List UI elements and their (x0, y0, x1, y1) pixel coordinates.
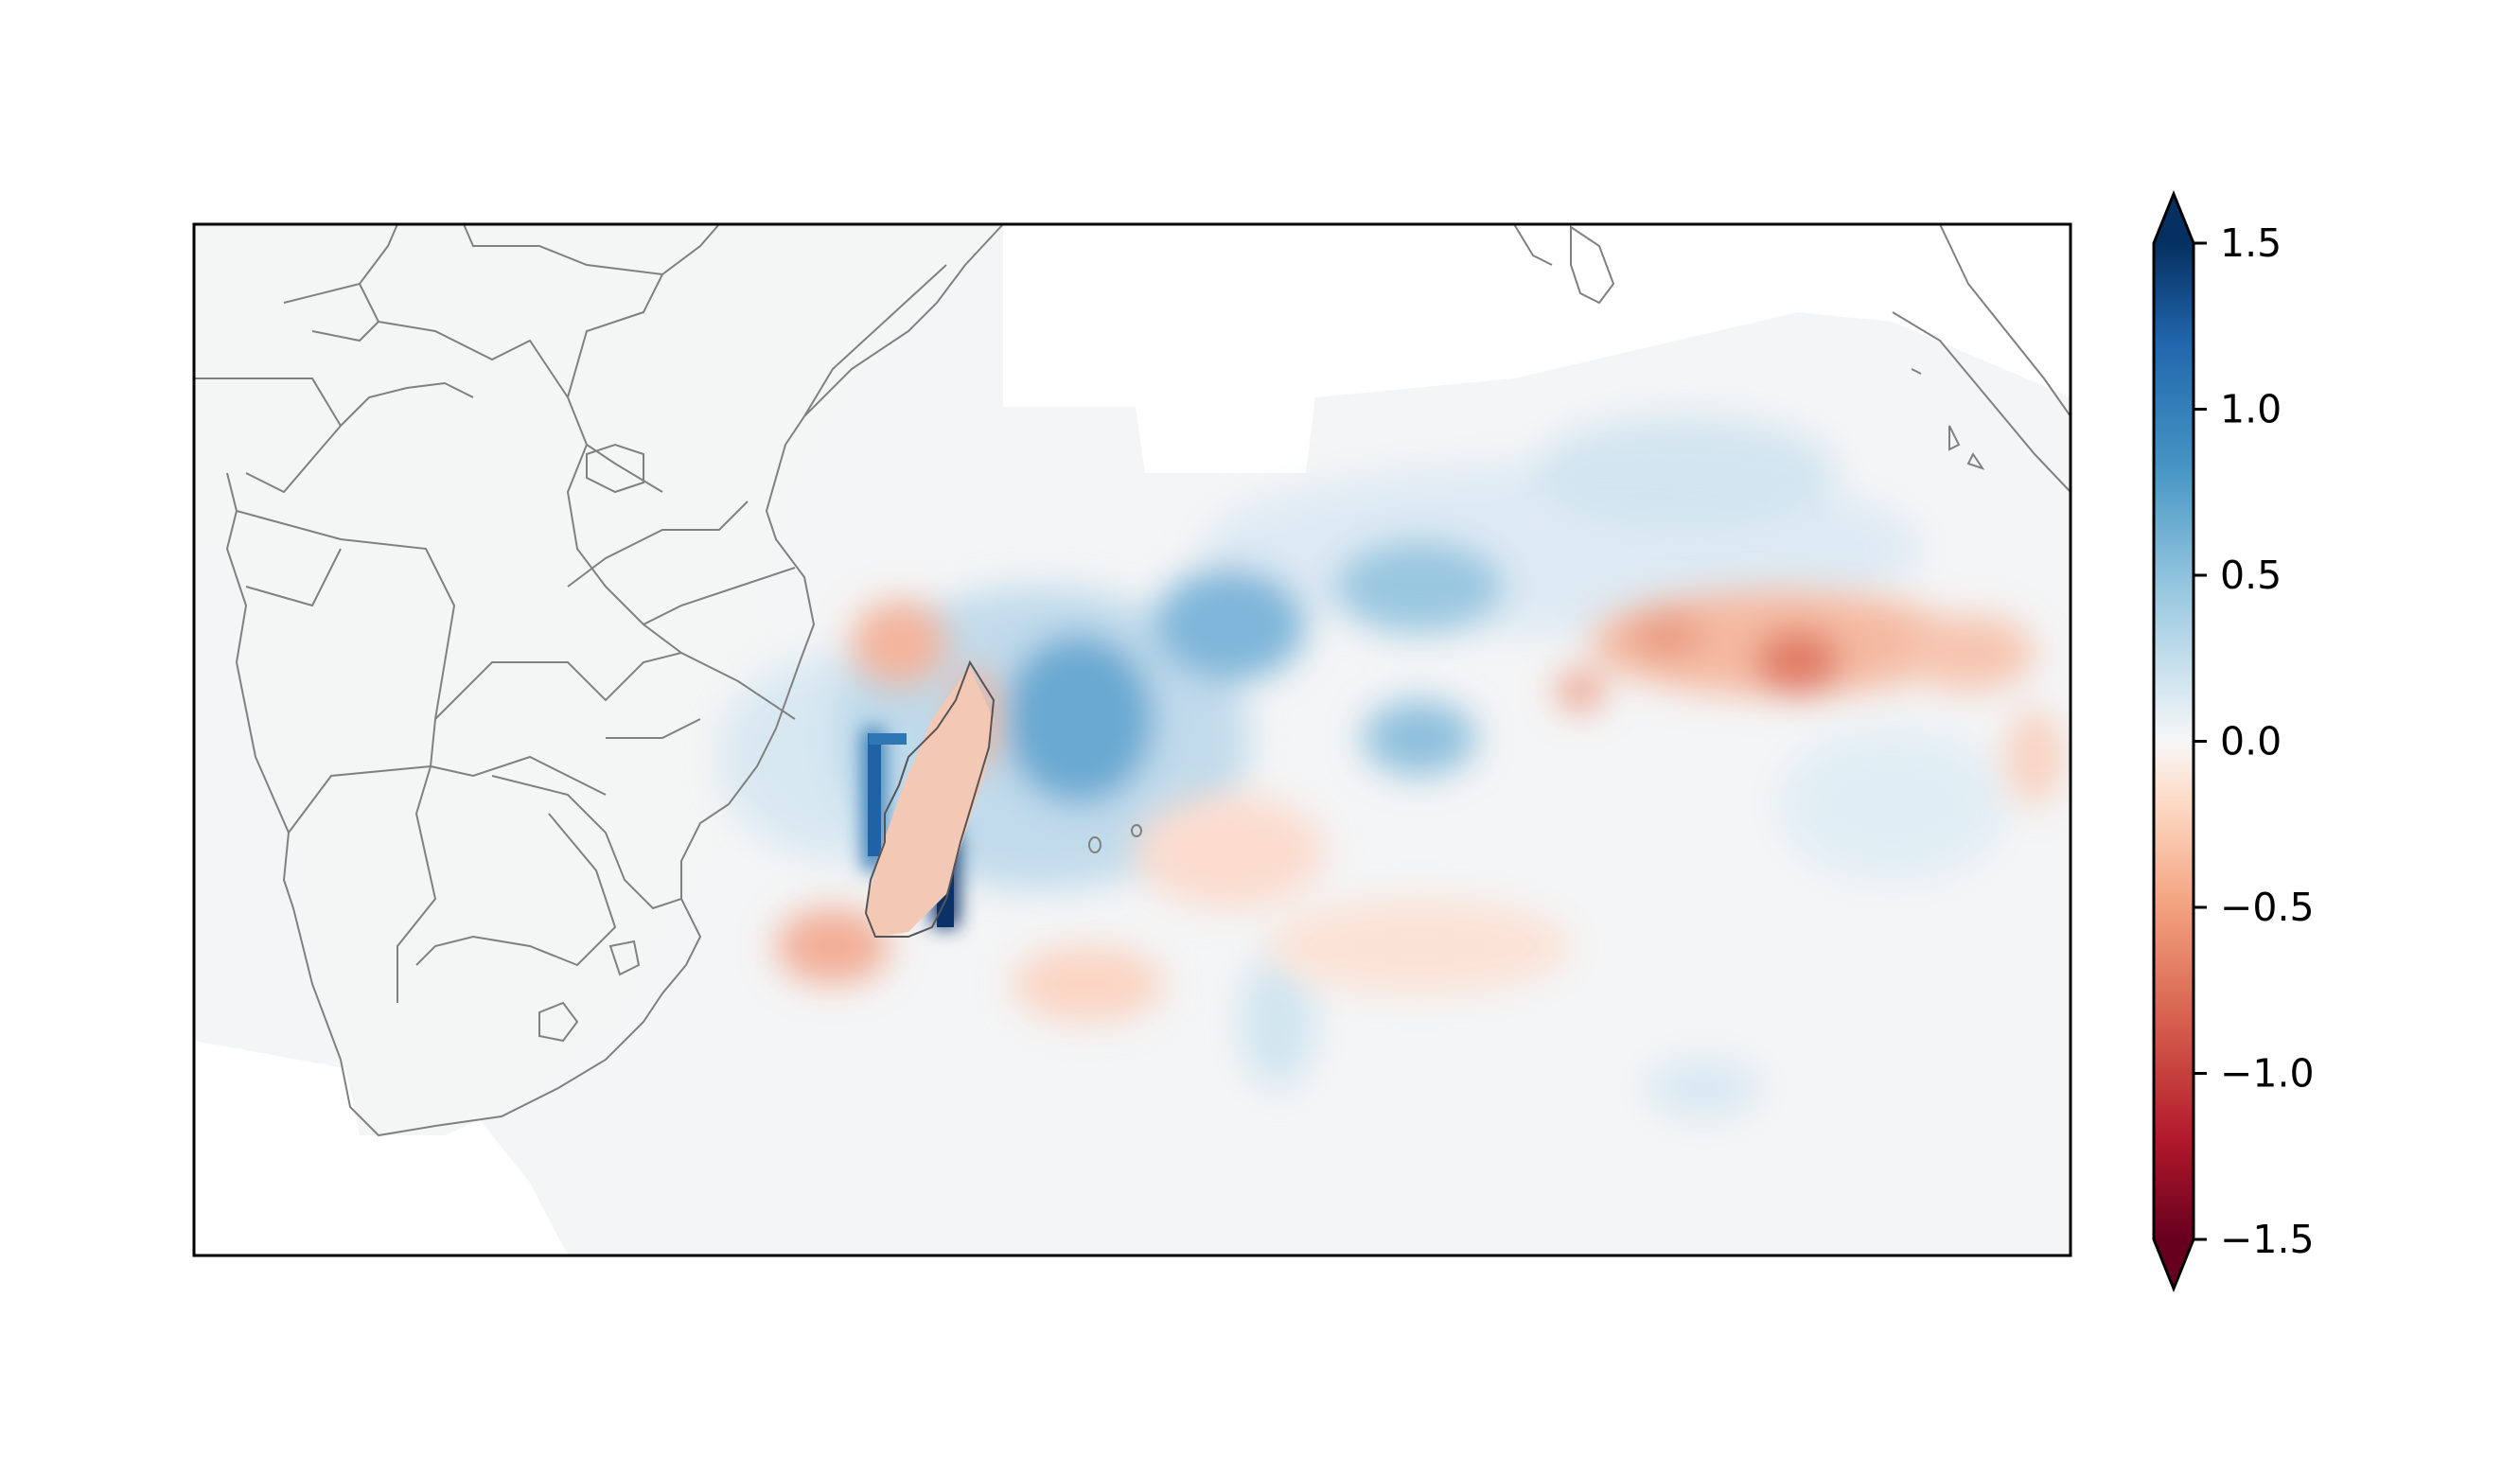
colorbar-body (2154, 243, 2194, 1239)
colorbar-extend-max (2154, 194, 2194, 243)
map-panel (194, 224, 2071, 1256)
coastlines-borders (194, 224, 2071, 1137)
colorbar-tick-label: −1.0 (2220, 1051, 2315, 1097)
anomaly-field (719, 416, 2063, 1116)
colorbar-ticks: 1.5 1.0 0.5 0.0 −0.5 −1.0 −1.5 (2194, 220, 2315, 1262)
map-frame (192, 222, 2072, 1257)
colorbar-tick-label: −1.5 (2220, 1217, 2315, 1262)
colorbar-tick-label: 0.5 (2220, 553, 2282, 598)
colorbar-tick-label: −0.5 (2220, 885, 2315, 930)
colorbar-tick-label: 1.5 (2220, 220, 2282, 266)
colorbar-tick-label: 0.0 (2220, 719, 2282, 764)
land-africa (194, 224, 1003, 1135)
colorbar-extend-min (2154, 1239, 2194, 1289)
colorbar-tick-label: 1.0 (2220, 387, 2282, 432)
colorbar: 1.5 1.0 0.5 0.0 −0.5 −1.0 −1.5 (2152, 189, 2315, 1293)
